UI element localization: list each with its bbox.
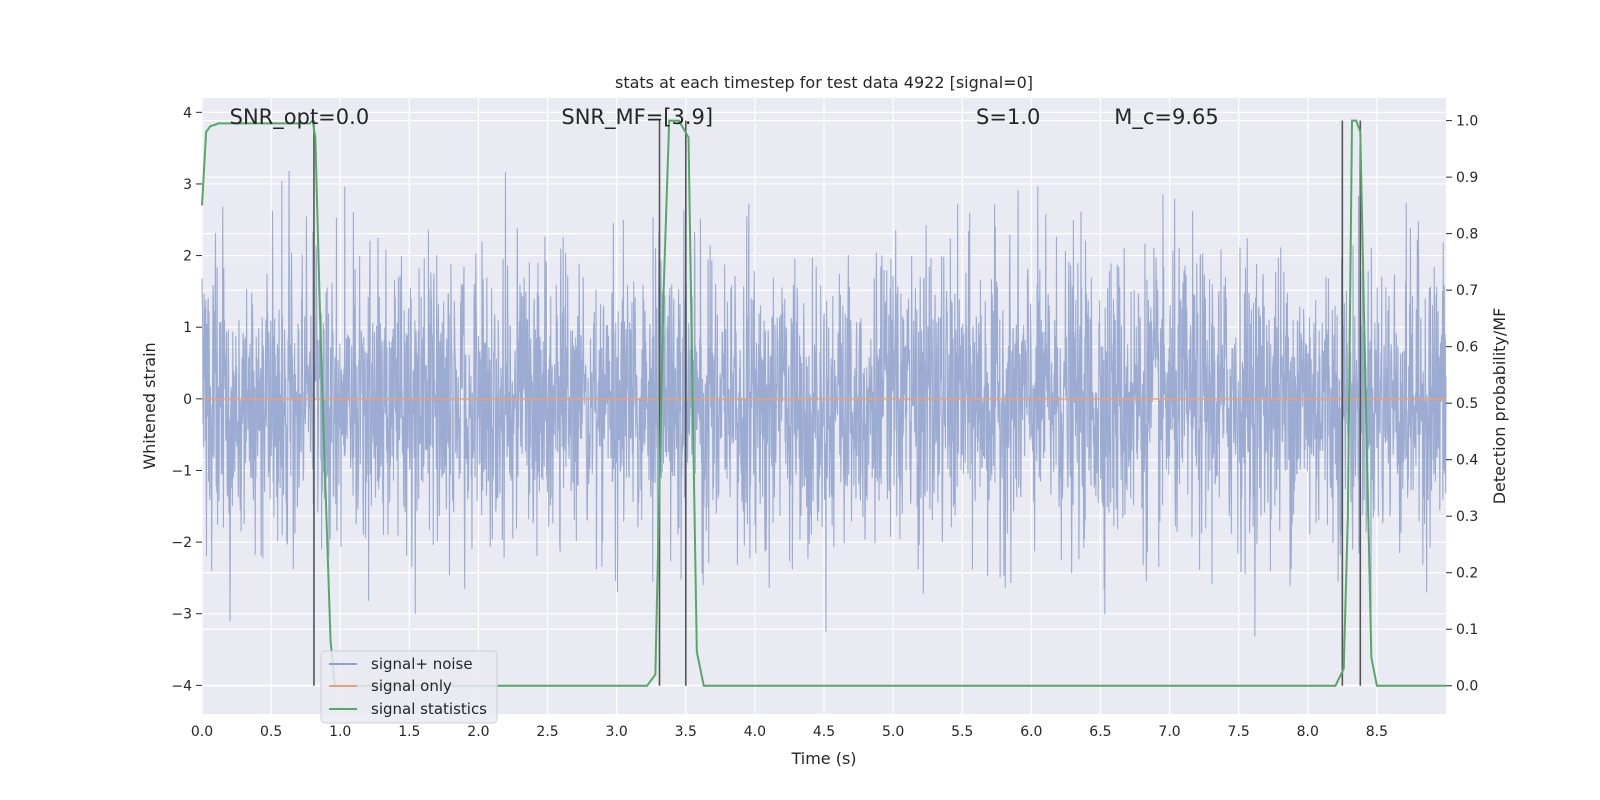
x-tick-label: 3.5 <box>675 724 697 740</box>
y2-axis-ticks: 1.0 0.9 0.8 0.7 0.6 0.5 0.4 0.3 0.2 0.1 0.0 <box>1446 114 1478 695</box>
y2-tick-label: 0.8 <box>1456 227 1478 243</box>
y-tick-label: −3 <box>171 607 192 623</box>
x-axis-ticks: 0.0 0.5 1.0 1.5 2.0 2.5 3.0 3.5 4.0 4.5 5.0 5.5 6.0 6… <box>191 724 1388 740</box>
y2-tick-label: 0.6 <box>1456 340 1478 356</box>
annotations: SNR_opt=0.0 SNR_MF=[3.9] S=1.0 M_c=9.65 <box>230 105 1219 130</box>
legend-box <box>320 650 498 724</box>
y2-axis-label: Detection probability/MF <box>1490 308 1509 505</box>
annotation-text: S=1.0 <box>976 105 1040 129</box>
x-tick-label: 2.0 <box>467 724 489 740</box>
x-tick-label: 1.5 <box>398 724 420 740</box>
y2-tick-label: 1.0 <box>1456 114 1478 130</box>
x-tick-label: 1.0 <box>329 724 351 740</box>
chart-title: stats at each timestep for test data 492… <box>615 73 1033 92</box>
legend: signal+ noise signal only signal statist… <box>320 650 498 724</box>
x-tick-label: 7.0 <box>1158 724 1180 740</box>
x-tick-label: 2.5 <box>536 724 558 740</box>
signal-statistics-line <box>201 118 1446 687</box>
legend-label-signal-statistics: signal statistics <box>371 700 487 718</box>
legend-label-signal-only: signal only <box>371 677 452 695</box>
y2-tick-label: 0.9 <box>1456 170 1478 186</box>
x-tick-label: 0.5 <box>260 724 282 740</box>
y2-tick-label: 0.7 <box>1456 283 1478 299</box>
y2-tick-label: 0.5 <box>1456 396 1478 412</box>
y2-tick-label: 0.1 <box>1456 622 1478 638</box>
annotation-text: M_c=9.65 <box>1114 105 1219 130</box>
x-tick-label: 6.5 <box>1089 724 1111 740</box>
y-tick-label: −4 <box>171 678 192 694</box>
signal-noise-line <box>201 170 1447 642</box>
y-tick-label: 2 <box>183 249 192 265</box>
x-axis-label: Time (s) <box>790 749 856 768</box>
x-tick-label: 0.0 <box>191 724 213 740</box>
x-tick-label: 8.0 <box>1297 724 1319 740</box>
y-tick-label: 1 <box>183 320 192 336</box>
y-axis-ticks: 4 3 2 1 0 −1 −2 −3 −4 <box>171 105 202 694</box>
y-tick-label: −2 <box>171 535 192 551</box>
y-tick-label: 0 <box>183 392 192 408</box>
x-tick-label: 4.5 <box>813 724 835 740</box>
y-tick-label: −1 <box>171 463 192 479</box>
x-tick-label: 8.5 <box>1366 724 1388 740</box>
signal-noise-series <box>201 170 1447 642</box>
y-tick-label: 4 <box>183 105 192 121</box>
x-tick-label: 4.0 <box>744 724 766 740</box>
y2-tick-label: 0.3 <box>1456 509 1478 525</box>
x-tick-label: 3.0 <box>606 724 628 740</box>
y2-tick-label: 0.4 <box>1456 453 1478 469</box>
y2-tick-label: 0.0 <box>1456 679 1478 695</box>
x-tick-label: 5.0 <box>882 724 904 740</box>
annotation-text: SNR_opt=0.0 <box>230 105 370 130</box>
x-tick-label: 5.5 <box>951 724 973 740</box>
legend-label-signal-noise: signal+ noise <box>371 655 473 673</box>
y-axis-label: Whitened strain <box>140 342 159 469</box>
annotation-text: SNR_MF=[3.9] <box>561 105 713 130</box>
x-tick-label: 7.5 <box>1228 724 1250 740</box>
y-tick-label: 3 <box>183 177 192 193</box>
x-tick-label: 6.0 <box>1020 724 1042 740</box>
y2-tick-label: 0.2 <box>1456 566 1478 582</box>
signal-statistics-series <box>201 118 1446 687</box>
marker-lines <box>313 120 1362 686</box>
